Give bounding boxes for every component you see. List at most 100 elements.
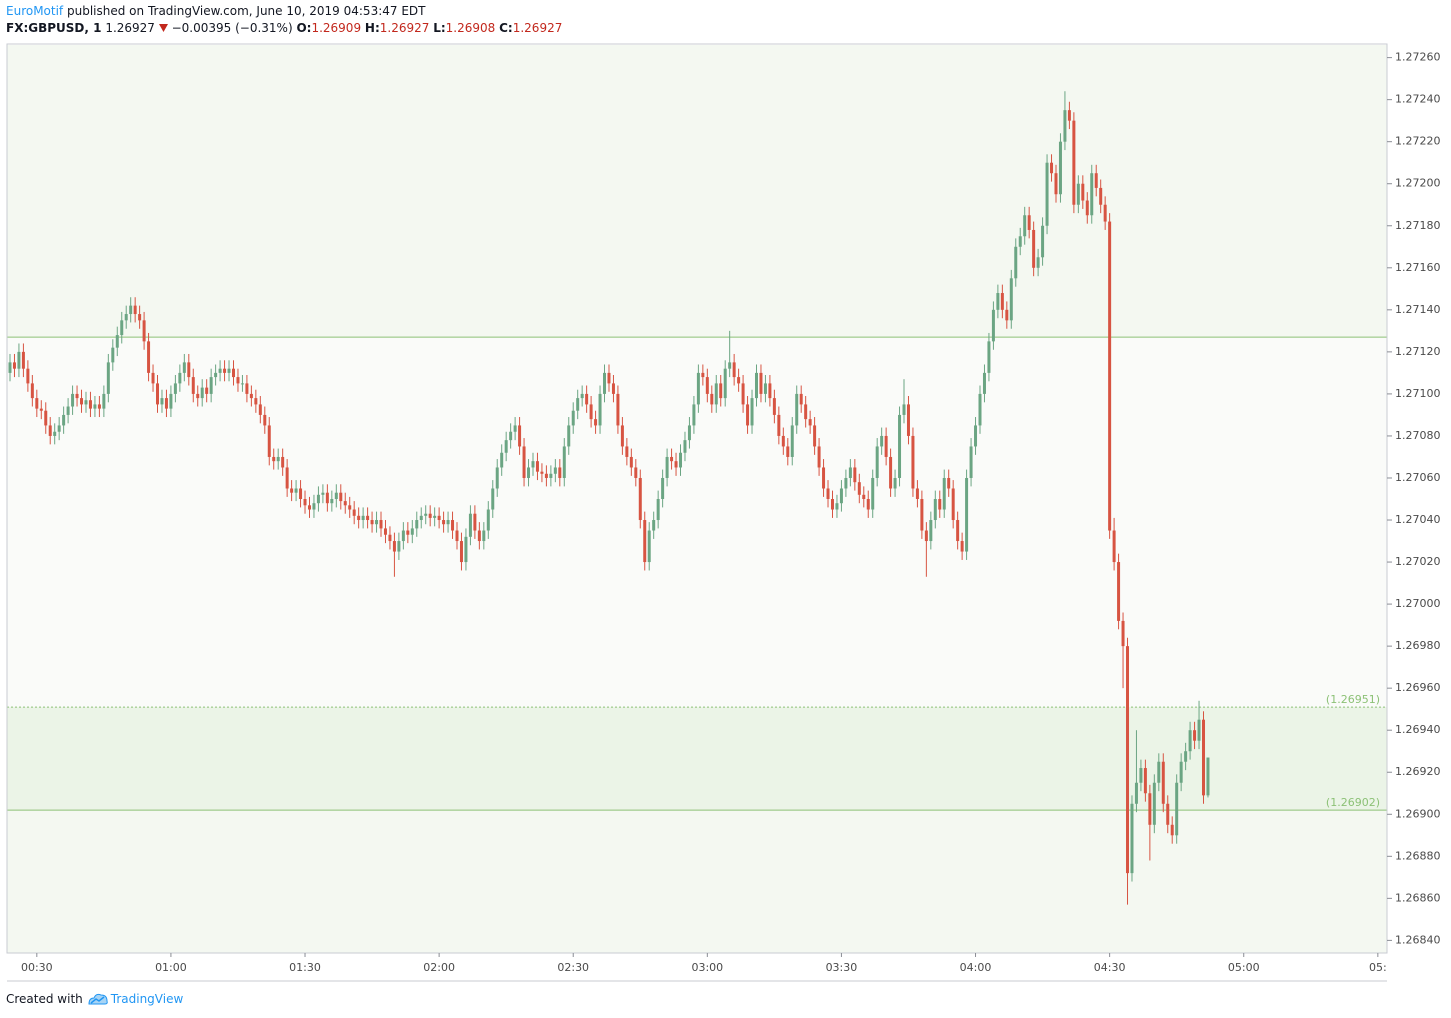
candle-body [830,499,834,510]
legend-line: FX:GBPUSD, 1 1.26927 −0.00395 (−0.31%) O… [6,21,562,35]
candle-body [938,499,942,510]
candle-body [138,314,142,321]
candle-body [674,461,678,468]
candle-body [102,393,106,409]
candle-body [1193,730,1197,741]
candle-body [795,393,799,426]
candle-body [540,471,544,474]
ohlc-label: L: [433,21,446,35]
candle-body [276,456,280,462]
candle-body [424,513,428,516]
footer: Created with TradingView [6,992,183,1006]
candle-body [750,398,754,426]
candle-body [120,320,124,336]
candle-body [902,404,906,415]
y-tick-label: 1.27080 [1395,429,1441,442]
candle-body [741,383,745,405]
y-tick-label: 1.27000 [1395,597,1441,610]
candle-body [285,467,289,489]
candle-body [294,488,298,493]
candle-body [848,467,852,478]
candle-body [419,515,423,521]
y-tick-label: 1.27120 [1395,345,1441,358]
candle-body [1032,229,1036,268]
candle-body [156,383,160,405]
candle-body [598,393,602,426]
candle-body [956,520,960,542]
candle-body [249,393,253,399]
candle-body [106,362,110,394]
candle-body [486,509,490,531]
candle-body [978,393,982,426]
candle-body [1076,183,1080,205]
y-tick-label: 1.26900 [1395,807,1441,820]
candle-body [299,488,303,499]
candle-body [781,435,785,447]
candle-body [1121,620,1125,647]
candle-body [638,477,642,521]
candle-body [822,467,826,489]
candle-body [687,425,691,441]
ohlc-label: H: [364,21,380,35]
candle-body [553,467,557,474]
candle-body [129,305,133,315]
candle-body [410,528,414,535]
candle-body [562,446,566,478]
candle-body [817,446,821,468]
candle-body [1184,751,1188,762]
candle-body [656,499,660,521]
x-tick-label: 02:30 [557,961,589,974]
brand[interactable]: TradingView [110,992,184,1006]
candle-body [1094,173,1098,188]
author[interactable]: EuroMotif [6,4,64,18]
plot-frame [6,43,1388,954]
candle-body [620,425,624,447]
candle-body [147,341,151,373]
candle-body [321,492,325,495]
candle-body [1175,782,1179,836]
candle-body [477,530,481,542]
candle-body [428,513,432,518]
upper-band [7,45,1387,338]
candle-body [115,335,119,348]
candle-body [491,488,495,510]
y-tick-label: 1.27060 [1395,471,1441,484]
candle-body [692,404,696,426]
candle-body [133,305,137,315]
candle-body [258,404,262,415]
candle-body [26,368,30,384]
candle-body [451,520,455,531]
candle-body [307,505,311,510]
candle-body [920,499,924,531]
candle-body [732,362,736,378]
candle-body [558,467,562,478]
candle-body [357,515,361,521]
candle-body [352,509,356,516]
x-tick-label: 04:00 [960,961,992,974]
candle-body [142,320,146,342]
candle-body [330,499,334,504]
y-tick-label: 1.26860 [1395,891,1441,904]
candle-body [173,383,177,394]
candle-body [1112,530,1116,563]
candle-body [647,530,651,563]
candle-body [240,383,244,385]
x-tick-label: 04:30 [1094,961,1126,974]
x-tick-label: 05: [1369,961,1387,974]
candle-body [862,494,866,499]
down-arrow [158,24,168,32]
candle-body [196,393,200,399]
candle-body [737,377,741,384]
candle-body [66,406,70,415]
candle-body [272,456,276,462]
y-tick-label: 1.26920 [1395,765,1441,778]
ohlc-value: 1.26908 [445,21,496,35]
candle-body [12,362,16,369]
candle-body [1009,278,1013,321]
candle-body [227,368,231,373]
candle-body [8,362,12,373]
candle-body [535,461,539,472]
candle-body [643,520,647,563]
candle-body [1143,768,1147,794]
candle-body [401,530,405,542]
